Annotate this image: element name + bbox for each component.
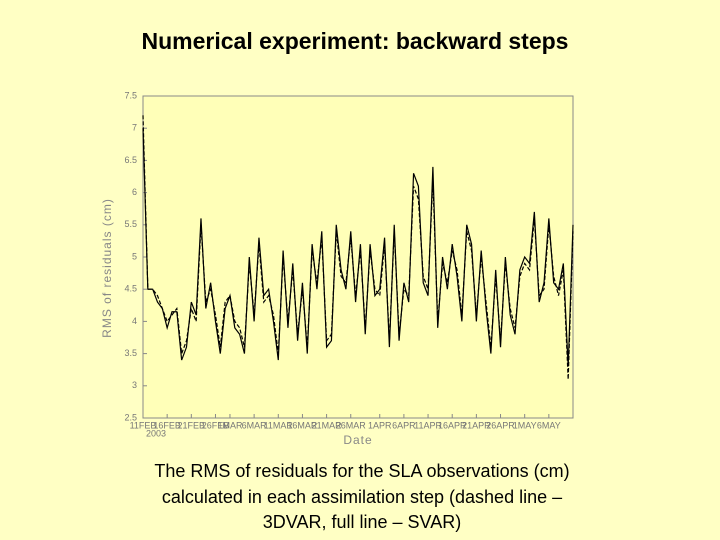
- x-tick-label: 11FEB: [130, 420, 157, 430]
- y-tick-label: 7.5: [124, 90, 137, 100]
- x-tick-label: 26MAR: [336, 420, 367, 430]
- x-tick-label: 21APR: [462, 420, 491, 430]
- y-tick-label: 4.5: [124, 284, 137, 294]
- x-tick-label: 21MAR: [312, 420, 343, 430]
- y-tick-label: 5: [132, 251, 137, 261]
- x-tick-label: 6APR: [392, 420, 416, 430]
- y-tick-label: 6.5: [124, 155, 137, 165]
- x-tick-label: 1MAY: [513, 420, 537, 430]
- plot-area: [142, 95, 574, 419]
- x-tick-label: 11MAR: [264, 420, 294, 430]
- series-line: [142, 115, 574, 380]
- slide-title: Numerical experiment: backward steps: [142, 28, 569, 54]
- x-tick-label: 16FEB: [153, 420, 181, 430]
- caption-line: 3DVAR, full line – SVAR): [263, 512, 461, 532]
- y-tick-label: 3.5: [124, 348, 137, 358]
- y-tick-label: 3: [132, 380, 137, 390]
- x-tick-label: 16MAR: [287, 420, 318, 430]
- y-tick-label: 4: [132, 316, 137, 326]
- x-tick-label: 6MAR: [242, 420, 268, 430]
- y-tick-label: 2.5: [124, 412, 137, 422]
- x-tick-label: 11APR: [414, 420, 442, 430]
- y-tick-label: 7: [132, 123, 137, 133]
- x-tick-label: 21FEB: [178, 420, 206, 430]
- x-tick-label: 6MAY: [537, 420, 561, 430]
- caption-line: The RMS of residuals for the SLA observa…: [154, 461, 569, 481]
- y-axis-label: RMS of residuals (cm): [100, 198, 114, 338]
- year-label: 2003: [146, 428, 166, 438]
- caption-line: calculated in each assimilation step (da…: [162, 487, 562, 507]
- y-tick-label: 6: [132, 187, 137, 197]
- x-axis-label: Date: [343, 433, 372, 447]
- x-tick-label: 26FEB: [202, 420, 230, 430]
- x-tick-label: 1APR: [368, 420, 392, 430]
- x-tick-label: 26APR: [486, 420, 515, 430]
- x-tick-label: 16APR: [438, 420, 467, 430]
- y-tick-label: 5.5: [124, 219, 137, 229]
- x-tick-label: 1MAR: [217, 420, 243, 430]
